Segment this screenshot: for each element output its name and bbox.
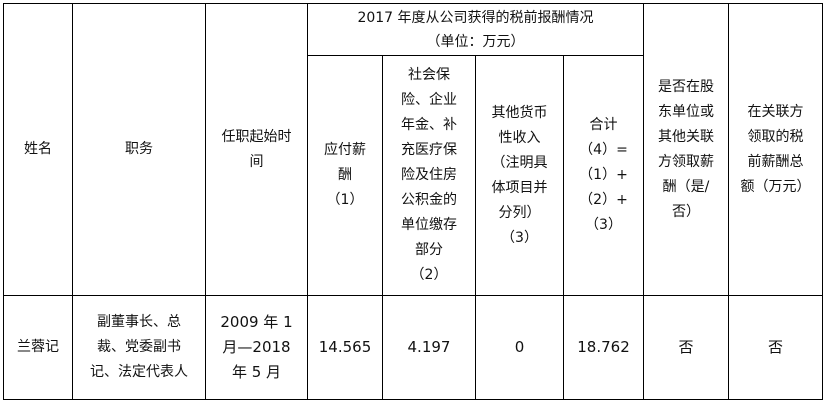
header-compensation-group: 2017 年度从公司获得的税前报酬情况 （单位：万元） xyxy=(307,3,644,56)
cell-related: 否 xyxy=(728,295,823,400)
header-shareholder: 是否在股 东单位或 其他关联 方领取薪 酬（是/ 否） xyxy=(643,3,729,296)
header-row-2: 应付薪 酬 （1） 社会保 险、企业 年金、补 充医疗保 险及住房 公积金的 单… xyxy=(4,55,823,296)
cell-name: 兰蓉记 xyxy=(3,295,73,400)
cell-payable: 14.565 xyxy=(307,295,383,400)
cell-total: 18.762 xyxy=(563,295,644,400)
cell-position: 副董事长、总 裁、党委副书 记、法定代表人 xyxy=(72,295,206,400)
cell-other: 0 xyxy=(475,295,564,400)
header-payable: 应付薪 酬 （1） xyxy=(307,55,383,296)
cell-social: 4.197 xyxy=(382,295,476,400)
header-total: 合计 （4）= （1）+ （2）+ （3） xyxy=(563,55,644,296)
compensation-table: 姓名 职务 任职起始时 间 2017 年度从公司获得的税前报酬情况 （单位：万元… xyxy=(3,3,823,400)
header-social: 社会保 险、企业 年金、补 充医疗保 险及住房 公积金的 单位缴存 部分 （2） xyxy=(382,55,476,296)
cell-tenure: 2009 年 1 月—2018 年 5 月 xyxy=(205,295,308,400)
header-name: 姓名 xyxy=(3,3,73,296)
header-tenure: 任职起始时 间 xyxy=(205,3,308,296)
cell-shareholder: 否 xyxy=(643,295,729,400)
header-row-1: 姓名 职务 任职起始时 间 2017 年度从公司获得的税前报酬情况 （单位：万元… xyxy=(3,3,823,296)
table-row: 兰蓉记 副董事长、总 裁、党委副书 记、法定代表人 2009 年 1 月—201… xyxy=(3,295,823,400)
header-position: 职务 xyxy=(72,3,206,296)
header-related: 在关联方 领取的税 前薪酬总 额（万元） xyxy=(728,3,823,296)
header-other: 其他货币 性收入 （注明具 体项目并 分列） （3） xyxy=(475,55,564,296)
